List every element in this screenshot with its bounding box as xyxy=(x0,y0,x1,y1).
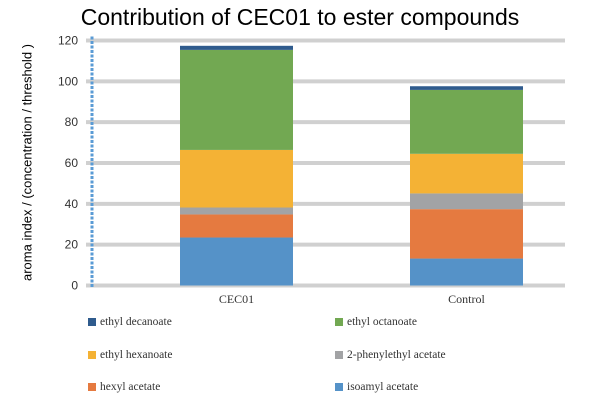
legend-item: hexyl acetate xyxy=(88,381,160,393)
y-tick-label: 120 xyxy=(58,34,78,48)
legend-label: 2-phenylethyl acetate xyxy=(347,349,446,361)
legend-swatch xyxy=(88,383,96,391)
x-tick-label: CEC01 xyxy=(219,292,254,306)
legend-label: ethyl decanoate xyxy=(100,316,172,328)
bar-segment-isoamyl-acetate xyxy=(180,237,293,286)
legend-item: ethyl hexanoate xyxy=(88,349,172,361)
bar-segment-ethyl-hexanoate xyxy=(180,149,293,208)
y-tick-label: 100 xyxy=(58,74,78,88)
legend-label: ethyl hexanoate xyxy=(100,349,173,361)
y-tick-label: 20 xyxy=(65,238,79,252)
y-tick-label: 0 xyxy=(71,279,78,293)
legend-swatch xyxy=(88,351,96,359)
bar-segment-ethyl-octanoate xyxy=(180,49,293,150)
legend-label: isoamyl acetate xyxy=(347,381,419,393)
chart-title: Contribution of CEC01 to ester compounds xyxy=(80,4,520,30)
bar-segment-ethyl-decanoate xyxy=(410,86,523,90)
legend-swatch xyxy=(335,351,343,359)
y-tick-label: 40 xyxy=(65,197,79,211)
bar-segment-isoamyl-acetate xyxy=(410,258,523,286)
bar-segment-2-phenylethyl-acetate xyxy=(180,207,293,215)
legend-item: 2-phenylethyl acetate xyxy=(335,349,446,361)
bar-segment-2-phenylethyl-acetate xyxy=(410,193,523,210)
legend-swatch xyxy=(335,383,343,391)
legend-swatch xyxy=(335,318,343,326)
legend-swatch xyxy=(88,318,96,326)
legend-label: ethyl octanoate xyxy=(347,316,417,328)
bar-segment-hexyl-acetate xyxy=(410,209,523,259)
bar-segment-hexyl-acetate xyxy=(180,214,293,238)
bar-segment-ethyl-hexanoate xyxy=(410,153,523,194)
legend-item: isoamyl acetate xyxy=(335,381,418,393)
bar-segment-ethyl-octanoate xyxy=(410,89,523,154)
y-tick-label: 60 xyxy=(65,156,79,170)
bar-segment-ethyl-decanoate xyxy=(180,45,293,50)
x-tick-label: Control xyxy=(448,292,485,306)
legend-item: ethyl decanoate xyxy=(88,316,172,328)
legend-label: hexyl acetate xyxy=(100,381,161,393)
y-tick-label: 80 xyxy=(65,115,79,129)
legend-item: ethyl octanoate xyxy=(335,316,417,328)
